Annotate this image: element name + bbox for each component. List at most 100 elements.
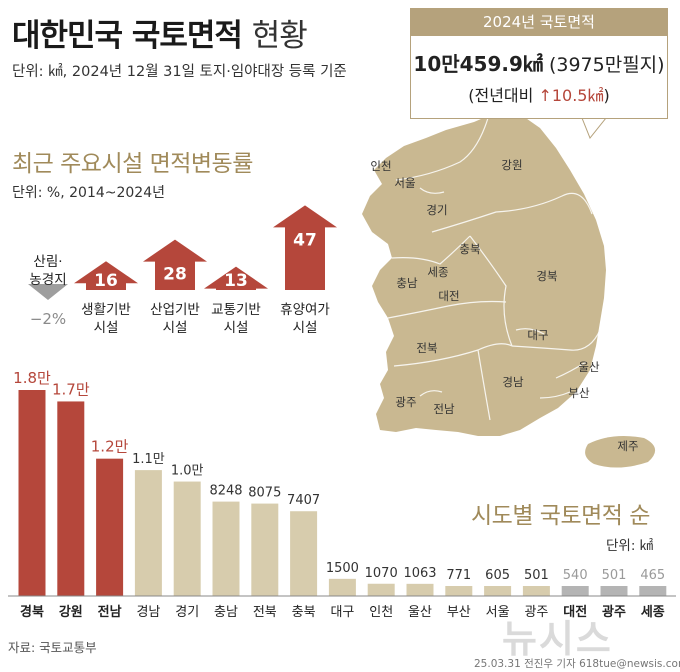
- callout-yoy: (전년대비 ↑10.5㎢): [410, 82, 668, 106]
- map-label: 충남: [396, 276, 418, 290]
- region-bars: [18, 390, 667, 596]
- region-category-label: 세종: [641, 605, 665, 620]
- region-bar: [134, 470, 162, 596]
- facility-arrow-up: [273, 205, 337, 290]
- facility-value-label: 28: [163, 265, 187, 285]
- facility-arrow-up: [143, 239, 207, 290]
- facility-chart-unit: 단위: %, 2014~2024년: [12, 185, 165, 201]
- region-category-label: 경북: [20, 604, 44, 620]
- region-category-label: 충남: [214, 605, 238, 620]
- region-value-label: 7407: [287, 493, 320, 508]
- jeju-shape: [585, 436, 656, 468]
- callout-body: [410, 36, 668, 119]
- region-bar: [18, 390, 46, 596]
- map-label: 광주: [395, 395, 416, 409]
- facility-category-line: 시설: [94, 320, 119, 336]
- region-category-label: 서울: [486, 605, 510, 620]
- facility-category-line: 시설: [163, 320, 188, 336]
- region-bar: [173, 481, 201, 596]
- mainland-shape: [362, 110, 606, 436]
- facility-negative-label: −2%: [30, 310, 66, 328]
- facility-category-line: 산업기반: [150, 302, 200, 318]
- region-chart-unit: 단위: ㎢: [606, 538, 654, 554]
- facility-category-label: 산림· 농경지: [29, 254, 66, 288]
- map-label: 제주: [617, 439, 638, 453]
- region-value-label: 605: [485, 568, 510, 583]
- region-bar: [328, 578, 356, 596]
- map-label: 충북: [459, 242, 480, 256]
- region-bar: [561, 586, 589, 596]
- facility-category-line: 휴양여가: [280, 302, 330, 318]
- callout-header: 2024년 국토면적: [410, 8, 668, 36]
- region-category-label: 강원: [59, 604, 83, 620]
- region-value-label: 501: [524, 568, 549, 583]
- facility-category-line: 교통기반: [211, 302, 261, 318]
- region-value-label: 1.2만: [91, 438, 129, 456]
- region-value-label: 771: [446, 568, 471, 583]
- region-category-label: 부산: [447, 605, 471, 620]
- total-area-callout: 2024년 국토면적 10만459.9㎢ (3975만필지) (전년대비 ↑10…: [410, 8, 668, 120]
- region-bar: [96, 458, 124, 596]
- facility-category-label: 휴양여가 시설: [280, 302, 330, 336]
- map-label: 인천: [370, 159, 391, 173]
- callout-value-paren: (3975만필지): [548, 54, 665, 76]
- region-bar: [57, 401, 85, 596]
- map-label: 부산: [568, 386, 590, 400]
- region-value-label: 465: [640, 568, 665, 583]
- map-label: 경북: [536, 269, 557, 283]
- region-value-label: 1.8만: [13, 369, 51, 387]
- region-category-label: 광주: [524, 605, 548, 620]
- region-bar: [445, 586, 473, 596]
- region-bar: [367, 583, 395, 596]
- region-chart-title: 시도별 국토면적 순: [471, 503, 650, 529]
- region-value-label: 1500: [326, 561, 359, 576]
- facility-arrow-up: [204, 266, 268, 290]
- facility-arrow-down: [28, 284, 68, 300]
- region-category-label: 대전: [563, 604, 587, 620]
- region-bar: [290, 511, 318, 596]
- map-label: 대구: [527, 328, 548, 342]
- map-label: 대전: [438, 289, 459, 303]
- region-value-label: 540: [563, 568, 588, 583]
- map-label: 강원: [501, 158, 522, 172]
- map-label: 세종: [427, 265, 448, 279]
- region-value-label: 8248: [209, 484, 242, 499]
- callout-value-bold: 10만459.9㎢: [413, 52, 543, 76]
- region-category-labels: 경북 강원 전남 경남 경기 충남 전북 충북 대구 인천 울산 부산 서울 광주 대전 광주 세종: [20, 604, 665, 620]
- callout-yoy-prefix: (전년대비: [468, 86, 534, 105]
- map-label: 경남: [502, 375, 524, 389]
- region-category-label: 울산: [408, 605, 432, 620]
- region-category-label: 인천: [369, 605, 393, 620]
- region-bar: [251, 503, 279, 596]
- region-bar: [639, 586, 667, 596]
- facility-category-line: 농경지: [29, 272, 66, 288]
- region-category-label: 전남: [98, 604, 122, 620]
- facility-category-line: 생활기반: [81, 302, 131, 318]
- subtitle: 단위: ㎢, 2024년 12월 31일 토지·임야대장 등록 기준: [12, 64, 347, 80]
- callout-pointer: [581, 117, 608, 139]
- province-borders: [387, 117, 601, 421]
- region-value-label: 501: [602, 568, 627, 583]
- map-label: 전북: [416, 341, 437, 355]
- region-value-labels: 1.8만1.7만 1.2만1.1만 1.0만 8248 8075 7407 1500 1070…: [13, 369, 665, 583]
- title-bold: 대한민국 국토면적: [12, 18, 243, 54]
- facility-value-labels: 16 28 13 47: [94, 230, 317, 291]
- region-bar: [212, 501, 240, 596]
- region-bar: [484, 586, 512, 596]
- region-bar: [406, 583, 434, 596]
- region-value-label: 1.7만: [52, 380, 90, 398]
- source-note: 자료: 국토교통부: [8, 640, 97, 655]
- region-bar: [600, 586, 628, 596]
- facility-category-line: 산림·: [33, 254, 62, 270]
- region-category-label: 충북: [292, 605, 316, 620]
- region-category-label: 광주: [602, 605, 626, 620]
- facility-value-label: 13: [224, 271, 248, 291]
- region-category-label: 전북: [253, 605, 277, 620]
- title-rest: 현황: [251, 18, 308, 54]
- facility-arrows: [28, 205, 337, 300]
- map-label: 울산: [578, 360, 600, 374]
